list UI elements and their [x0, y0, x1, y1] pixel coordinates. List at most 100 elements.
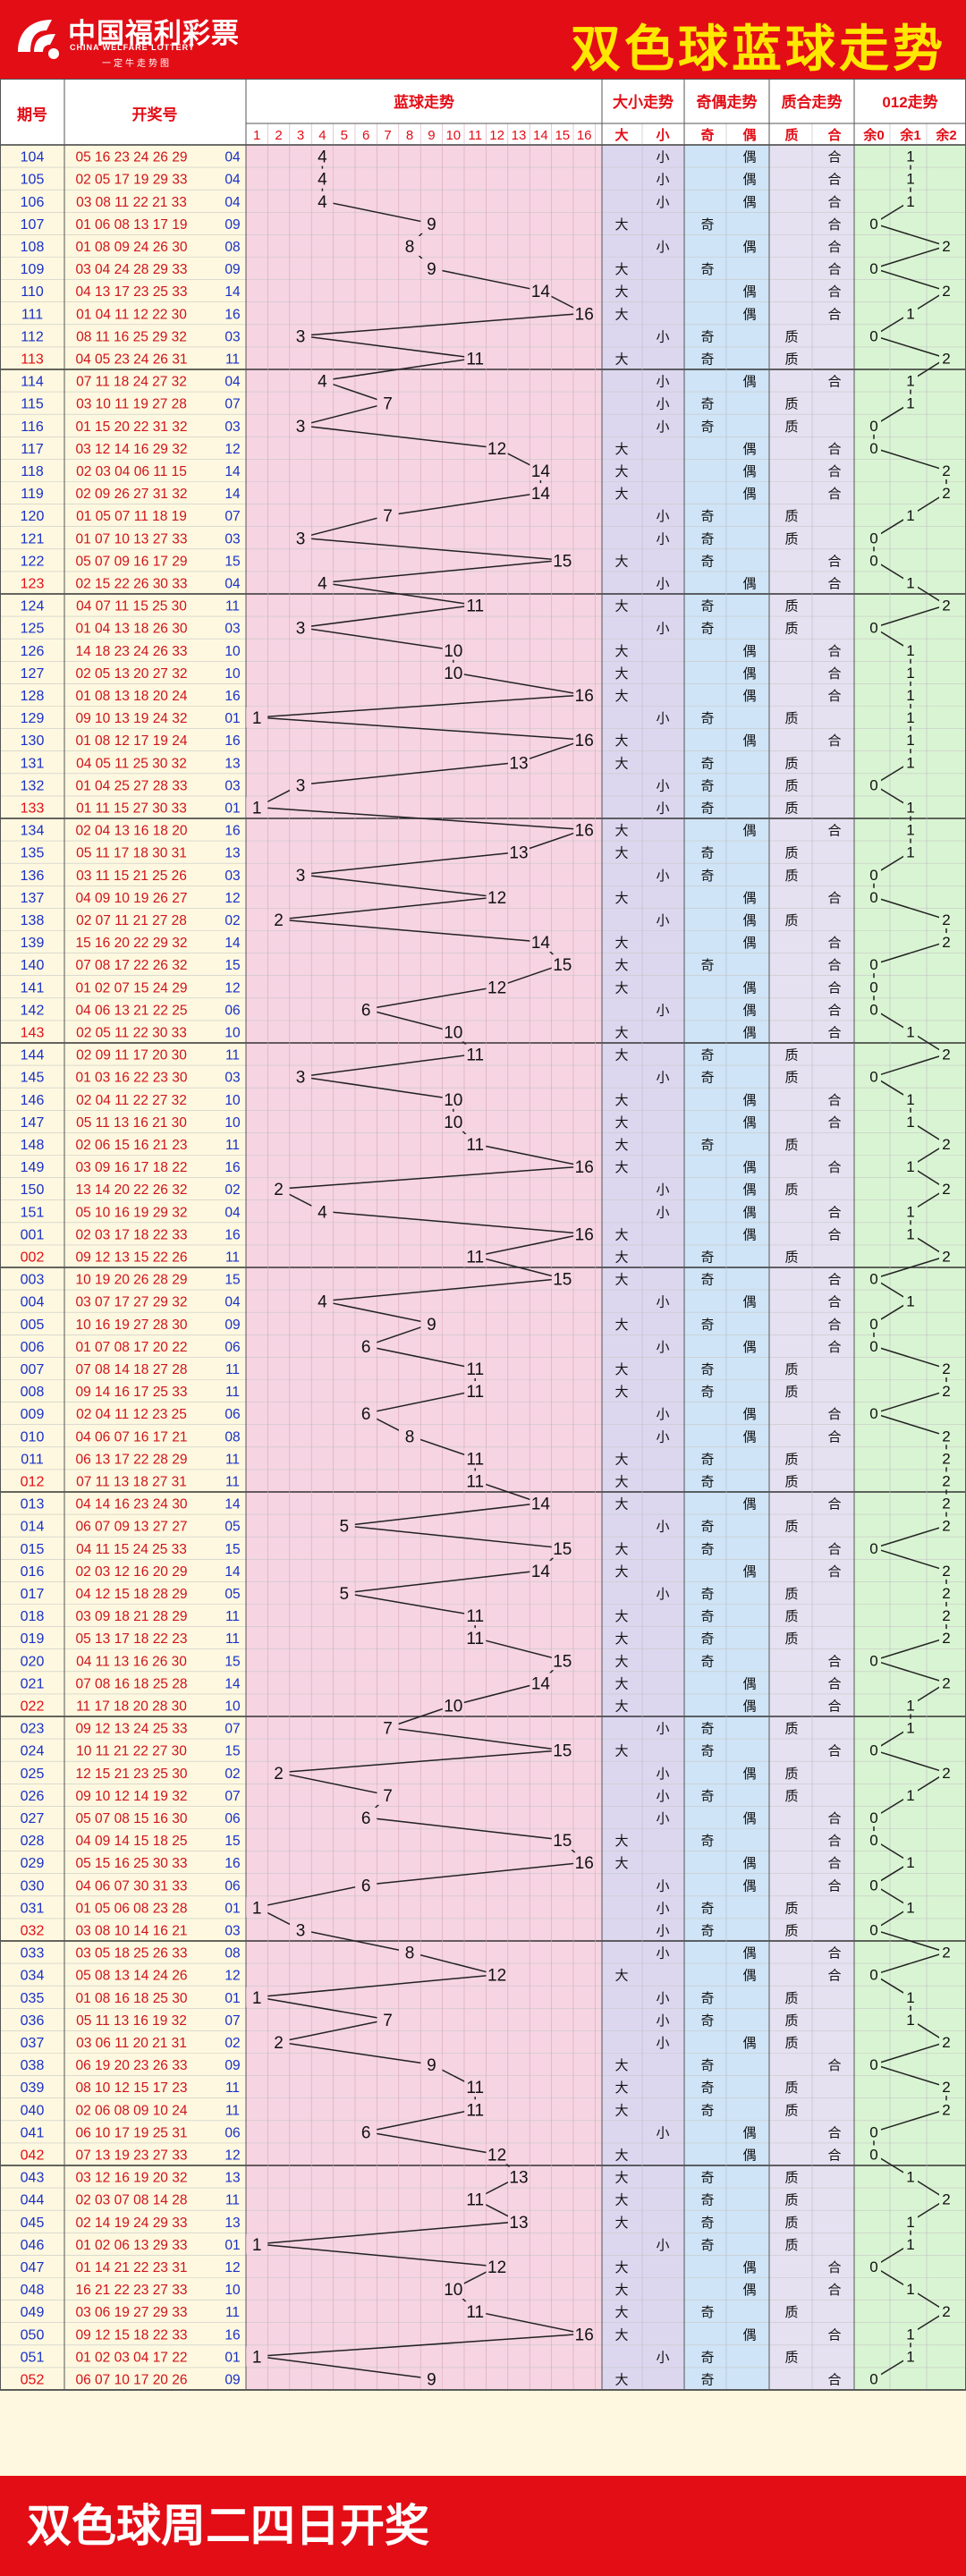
prime-value: 合 [827, 262, 841, 277]
blue-ball-cell: 15 [225, 1744, 240, 1759]
red-balls-cell: 05 11 13 16 19 32 [76, 2013, 187, 2029]
red-balls-cell: 04 05 11 25 30 32 [76, 756, 187, 771]
mod3-subheader: 余2 [935, 127, 956, 143]
blue-ball-marker-bg [551, 954, 573, 975]
period-cell: 023 [21, 1722, 45, 1737]
logo-subtitle: 一定牛走势图 [102, 59, 172, 69]
red-balls-cell: 02 06 08 09 10 24 [76, 2103, 188, 2118]
red-balls-cell: 02 03 04 06 11 15 [76, 464, 187, 479]
blue-ball-cell: 03 [225, 869, 240, 884]
prime-value: 质 [784, 419, 798, 435]
blue-ball-cell: 07 [225, 397, 240, 412]
red-balls-cell: 06 13 17 22 28 29 [76, 1452, 188, 1467]
red-balls-cell: 01 08 13 18 20 24 [76, 689, 188, 704]
page-title: 双色球蓝球走势 [571, 20, 946, 79]
prime-value: 合 [827, 1407, 841, 1422]
blue-ball-cell: 02 [225, 1767, 240, 1782]
blue-ball-marker: 1 [252, 709, 262, 728]
blue-ball-marker: 5 [340, 1518, 350, 1537]
prime-value: 合 [827, 824, 841, 839]
parity-value: 偶 [742, 1182, 756, 1198]
parity-value: 奇 [700, 1722, 714, 1737]
mod3-marker-bg [867, 1965, 881, 1984]
size-value: 小 [656, 2013, 669, 2029]
prime-value: 合 [827, 554, 841, 569]
red-balls-cell: 01 08 16 18 25 30 [76, 1991, 188, 2006]
mod3-marker-bg [939, 1516, 953, 1535]
blue-ball-marker-bg [355, 2122, 377, 2142]
parity-value: 奇 [700, 2103, 714, 2118]
blue-ball-marker: 8 [405, 1945, 415, 1963]
red-balls-cell: 05 07 09 16 17 29 [76, 554, 188, 569]
size-value: 大 [614, 1564, 628, 1580]
blue-ball-marker: 10 [444, 665, 462, 683]
prime-value: 合 [827, 284, 841, 300]
prime-value: 质 [784, 1587, 798, 1602]
prime-trend-header: 质合走势 [782, 93, 843, 111]
parity-value: 偶 [742, 980, 756, 996]
mod3-value: 0 [869, 1832, 877, 1849]
parity-value: 奇 [700, 1362, 714, 1377]
blue-ball-marker: 11 [466, 1607, 484, 1626]
red-balls-cell: 01 02 07 15 24 29 [76, 980, 188, 996]
blue-ball-marker: 7 [383, 2012, 393, 2030]
blue-ball-cell: 16 [225, 733, 240, 749]
red-balls-cell: 03 06 19 27 29 33 [76, 2305, 188, 2320]
prime-value: 质 [784, 2171, 798, 2186]
size-value: 小 [656, 150, 669, 165]
period-cell: 016 [21, 1564, 45, 1580]
mod3-marker-bg [903, 191, 918, 210]
period-cell: 042 [21, 2148, 45, 2163]
parity-value: 奇 [700, 711, 714, 726]
period-cell: 046 [21, 2238, 45, 2253]
blue-ball-cell: 11 [225, 1250, 240, 1265]
blue-ball-marker: 16 [575, 2326, 594, 2344]
blue-ball-marker-bg [420, 1313, 443, 1334]
size-value: 小 [656, 375, 669, 390]
blue-ball-marker-bg [377, 1717, 399, 1738]
size-subheader: 小 [656, 128, 669, 143]
size-value: 大 [614, 1452, 628, 1467]
mod3-value: 0 [869, 1809, 877, 1826]
prime-value: 合 [827, 2125, 841, 2140]
blue-ball-marker: 8 [405, 238, 415, 257]
mod3-marker-bg [939, 1606, 953, 1625]
blue-ball-marker-bg [290, 864, 311, 885]
mod3-value: 2 [942, 2034, 950, 2051]
mod3-value: 1 [906, 574, 914, 591]
prime-value: 合 [827, 1160, 841, 1175]
blue-ball-marker-bg [464, 1358, 487, 1378]
mod3-value: 1 [906, 373, 914, 390]
mod3-value: 1 [906, 2281, 914, 2298]
blue-ball-cell: 02 [225, 1182, 240, 1198]
size-value: 小 [656, 1587, 669, 1602]
size-value: 小 [656, 1205, 669, 1220]
period-cell: 131 [21, 756, 45, 771]
period-cell: 044 [21, 2193, 45, 2208]
mod3-value: 1 [906, 171, 914, 188]
prime-value: 合 [827, 1497, 841, 1513]
period-header: 期号 [17, 106, 47, 123]
blue-ball-marker: 11 [466, 2303, 484, 2322]
blue-ball-marker: 13 [509, 2169, 528, 2188]
parity-value: 偶 [742, 1093, 756, 1108]
red-balls-cell: 03 12 16 19 20 32 [76, 2171, 188, 2186]
red-balls-cell: 01 11 15 27 30 33 [76, 801, 187, 816]
prime-value: 质 [784, 1250, 798, 1265]
parity-value: 奇 [700, 1048, 714, 1063]
blue-ball-marker-bg [530, 1673, 552, 1693]
blue-ball-marker: 10 [444, 2281, 462, 2300]
mod3-marker-bg [939, 1045, 953, 1063]
parity-value: 偶 [742, 2036, 756, 2051]
size-value: 大 [614, 2058, 628, 2073]
blue-ball-number-header: 10 [445, 128, 461, 143]
red-balls-cell: 01 04 11 12 22 30 [76, 307, 187, 322]
prime-value: 质 [784, 1923, 798, 1938]
blue-ball-marker-bg [508, 2166, 530, 2187]
period-cell: 026 [21, 1789, 45, 1804]
prime-value: 合 [827, 891, 841, 906]
period-cell: 051 [21, 2350, 45, 2365]
size-value: 大 [614, 1631, 628, 1647]
blue-ball-cell: 06 [225, 2125, 240, 2140]
